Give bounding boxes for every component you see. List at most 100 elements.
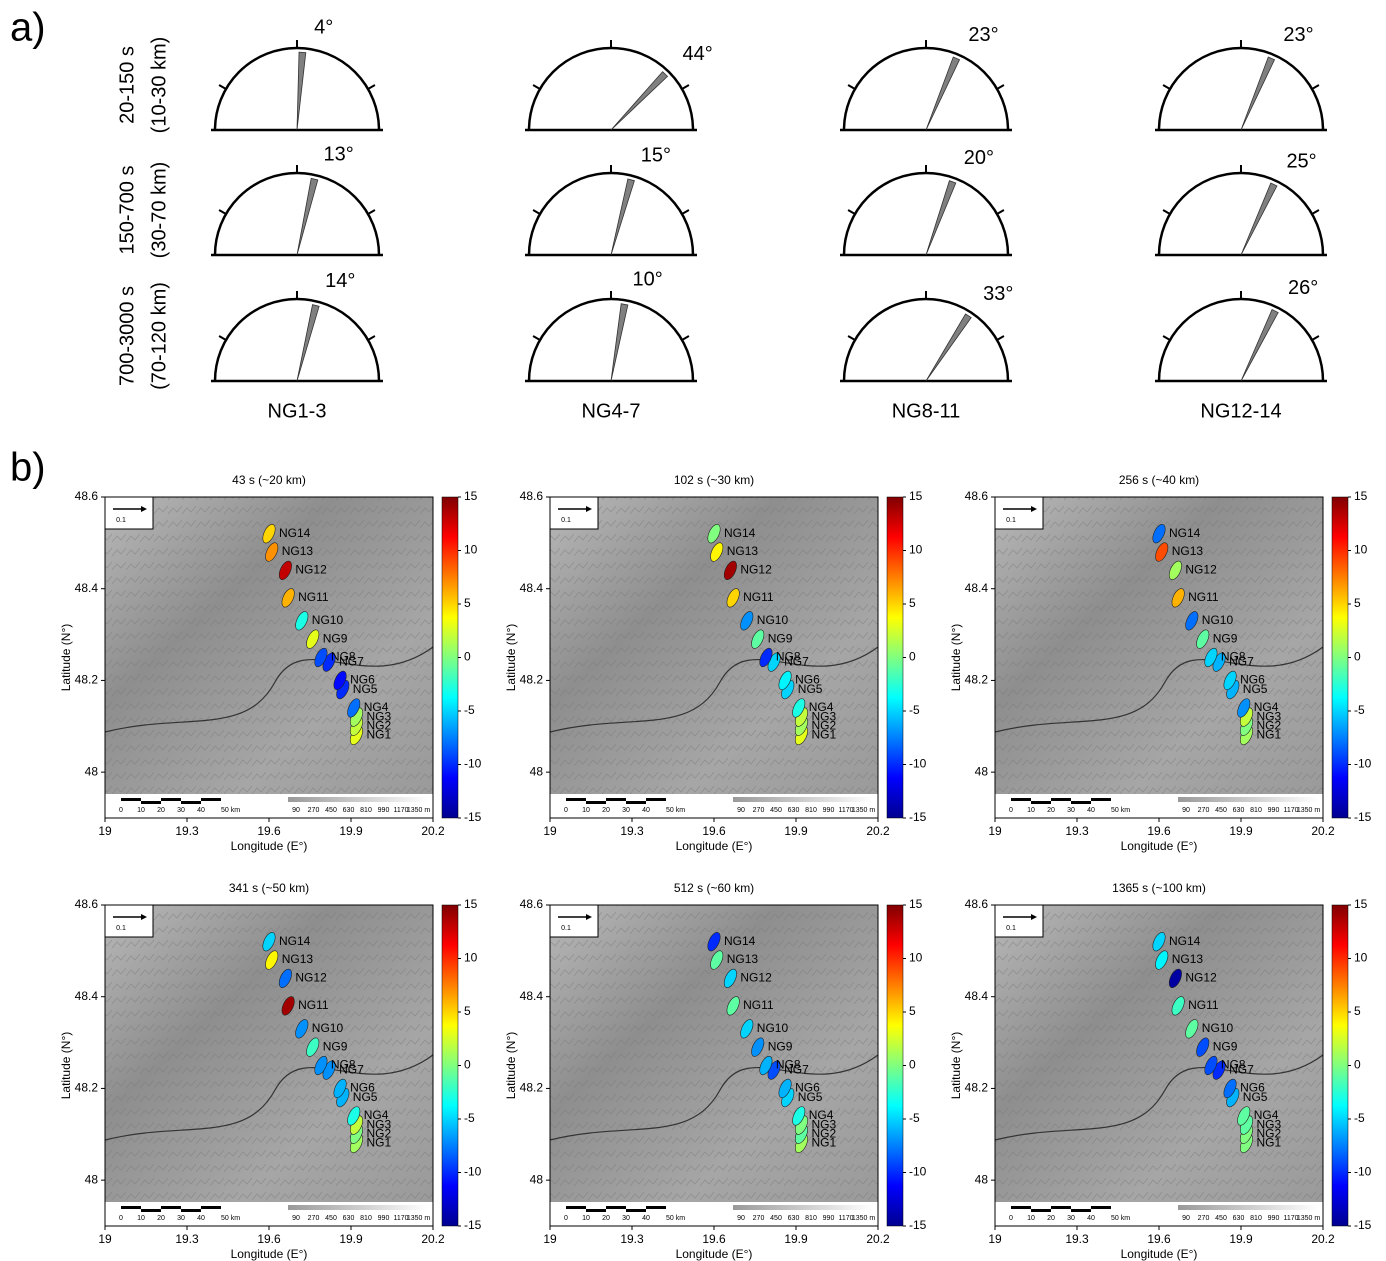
rose-outline [844, 48, 1008, 130]
station-label: NG12 [740, 563, 772, 577]
elevation-label: 630 [788, 807, 800, 814]
station-label: NG8 [331, 1058, 356, 1072]
angle-label: 13° [323, 144, 353, 166]
elevation-bar [733, 1205, 873, 1210]
colorbar-tick-label: -10 [909, 757, 927, 771]
colorbar-tick-label: 15 [1354, 897, 1368, 911]
x-tick-label: 19.3 [620, 824, 644, 838]
colorbar-tick-label: -5 [464, 1111, 475, 1125]
arrow-box [995, 497, 1043, 529]
scale-segment [161, 1206, 181, 1209]
station-label: NG4 [809, 700, 834, 714]
station-label: NG12 [1185, 971, 1217, 985]
angle-label: 23° [1283, 24, 1313, 46]
y-tick-label: 48.2 [520, 673, 544, 687]
station-label: NG9 [1213, 631, 1238, 645]
rose-outline [529, 173, 693, 255]
x-tick-label: 19.6 [1147, 1232, 1171, 1246]
elevation-label: 270 [753, 807, 765, 814]
colorbar-tick-label: 0 [464, 650, 471, 664]
elevation-label: 810 [1250, 807, 1262, 814]
x-tick-label: 19.3 [175, 1232, 199, 1246]
station-label: NG6 [1240, 1081, 1265, 1095]
station-label: NG14 [279, 526, 311, 540]
rose-tick [533, 210, 540, 214]
scale-label: 0 [1009, 807, 1013, 814]
x-tick-label: 20.2 [1311, 824, 1335, 838]
station-label: NG8 [331, 650, 356, 664]
elevation-label: 990 [823, 1215, 835, 1222]
x-tick-label: 19.3 [620, 1232, 644, 1246]
y-tick-label: 48 [530, 1172, 544, 1186]
colorbar-tick-label: -5 [909, 703, 920, 717]
map-title: 256 s (~40 km) [1119, 473, 1199, 487]
scale-label: 10 [137, 807, 145, 814]
rose-outline [844, 299, 1008, 381]
scale-segment [1071, 1209, 1091, 1212]
rose-wedge [1241, 57, 1275, 130]
elevation-label: 450 [770, 807, 782, 814]
colorbar-tick-label: -15 [909, 810, 927, 824]
angle-label: 25° [1286, 150, 1316, 172]
colorbar-tick-label: 0 [1354, 650, 1361, 664]
station-label: NG10 [312, 1021, 344, 1035]
map-title: 43 s (~20 km) [232, 473, 306, 487]
colorbar-tick-label: 5 [464, 1004, 471, 1018]
x-tick-label: 19 [988, 1232, 1002, 1246]
station-label: NG14 [724, 526, 756, 540]
scale-label: 0 [119, 807, 123, 814]
station-label: NG9 [323, 631, 348, 645]
colorbar-tick-label: 10 [1354, 543, 1368, 557]
colorbar-tick-label: 10 [909, 951, 923, 965]
station-label: NG11 [743, 998, 774, 1012]
y-axis-label: Latitude (N°) [504, 624, 518, 692]
station-label: NG13 [1172, 952, 1204, 966]
rose-tick [682, 336, 689, 340]
y-axis-label: Latitude (N°) [59, 1032, 73, 1100]
station-label: NG4 [364, 700, 389, 714]
scale-label: 30 [1067, 1215, 1075, 1222]
elevation-label: 630 [1233, 1215, 1245, 1222]
colorbar-tick-label: -10 [464, 757, 482, 771]
rose-outline [1159, 173, 1323, 255]
rose-tick [1312, 210, 1319, 214]
angle-label: 15° [641, 145, 671, 167]
station-label: NG13 [282, 952, 314, 966]
scale-label: 20 [602, 1215, 610, 1222]
colorbar-tick-label: 0 [464, 1058, 471, 1072]
elevation-bar [1178, 797, 1318, 802]
scale-segment [626, 1209, 646, 1212]
x-tick-label: 19.9 [1229, 1232, 1253, 1246]
y-tick-label: 48.4 [75, 989, 99, 1003]
colorbar-tick-label: 10 [909, 543, 923, 557]
scale-label: 20 [1047, 807, 1055, 814]
elevation-label: 810 [805, 1215, 817, 1222]
arrow-box [995, 905, 1043, 937]
y-tick-label: 48.2 [965, 673, 989, 687]
scale-label: 0 [1009, 1215, 1013, 1222]
x-tick-label: 20.2 [1311, 1232, 1335, 1246]
scale-label: 0 [119, 1215, 123, 1222]
map-title: 102 s (~30 km) [674, 473, 754, 487]
elevation-label: 1350 m [852, 1215, 876, 1222]
angle-label: 10° [633, 269, 663, 291]
scale-segment [1051, 798, 1071, 801]
scale-label: 50 km [666, 1215, 685, 1222]
station-label: NG4 [1254, 1108, 1279, 1122]
colorbar-tick-label: 15 [1354, 489, 1368, 503]
arrow-label: 0.1 [116, 517, 126, 524]
rose-wedge [297, 305, 319, 381]
colorbar-tick-label: 0 [1354, 1058, 1361, 1072]
colorbar-tick-label: 5 [464, 596, 471, 610]
station-label: NG11 [1188, 998, 1219, 1012]
rose-tick [997, 336, 1004, 340]
scale-label: 20 [1047, 1215, 1055, 1222]
elevation-label: 270 [1198, 1215, 1210, 1222]
scale-segment [646, 798, 666, 801]
rose-tick [682, 210, 689, 214]
x-axis-label: Longitude (E°) [231, 1247, 308, 1261]
elevation-label: 990 [378, 1215, 390, 1222]
y-tick-label: 48.4 [520, 581, 544, 595]
scale-label: 10 [1027, 1215, 1035, 1222]
elevation-label: 630 [788, 1215, 800, 1222]
